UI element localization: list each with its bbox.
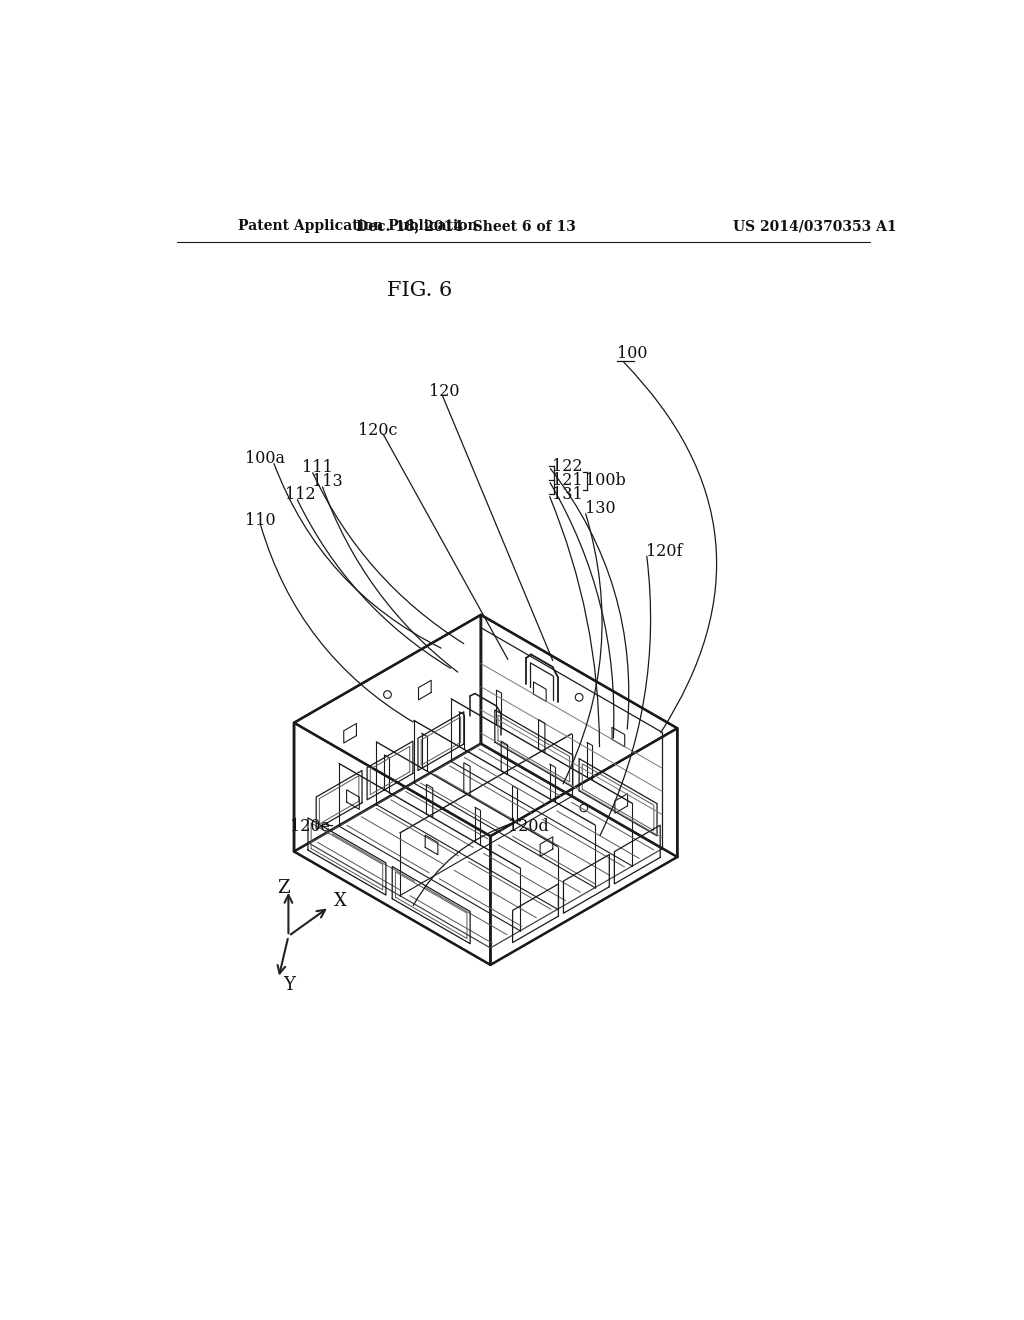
Text: 100b: 100b [585,471,626,488]
Text: Z: Z [278,879,290,898]
Text: US 2014/0370353 A1: US 2014/0370353 A1 [733,219,896,234]
Text: 110: 110 [245,512,275,529]
Text: 131: 131 [552,486,583,503]
Text: 120: 120 [429,383,459,400]
Text: Dec. 18, 2014  Sheet 6 of 13: Dec. 18, 2014 Sheet 6 of 13 [355,219,575,234]
Text: 130: 130 [585,500,615,517]
Text: 120f: 120f [646,543,683,560]
Text: 120e: 120e [290,818,330,836]
Text: 113: 113 [311,474,342,490]
Text: 100a: 100a [245,450,285,467]
Text: Y: Y [283,975,295,994]
Text: 121: 121 [552,471,583,488]
Text: 112: 112 [285,486,315,503]
Text: 120d: 120d [508,818,549,836]
Text: Patent Application Publication: Patent Application Publication [239,219,478,234]
Text: FIG. 6: FIG. 6 [387,281,452,301]
Text: X: X [334,892,347,909]
Text: 120c: 120c [357,421,397,438]
Text: 111: 111 [301,459,332,477]
Text: 100: 100 [617,345,648,362]
Text: 122: 122 [552,458,583,475]
